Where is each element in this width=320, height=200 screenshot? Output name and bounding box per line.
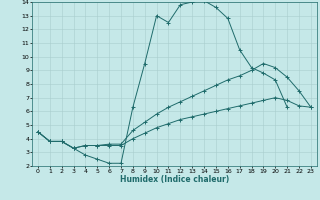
X-axis label: Humidex (Indice chaleur): Humidex (Indice chaleur) <box>120 175 229 184</box>
